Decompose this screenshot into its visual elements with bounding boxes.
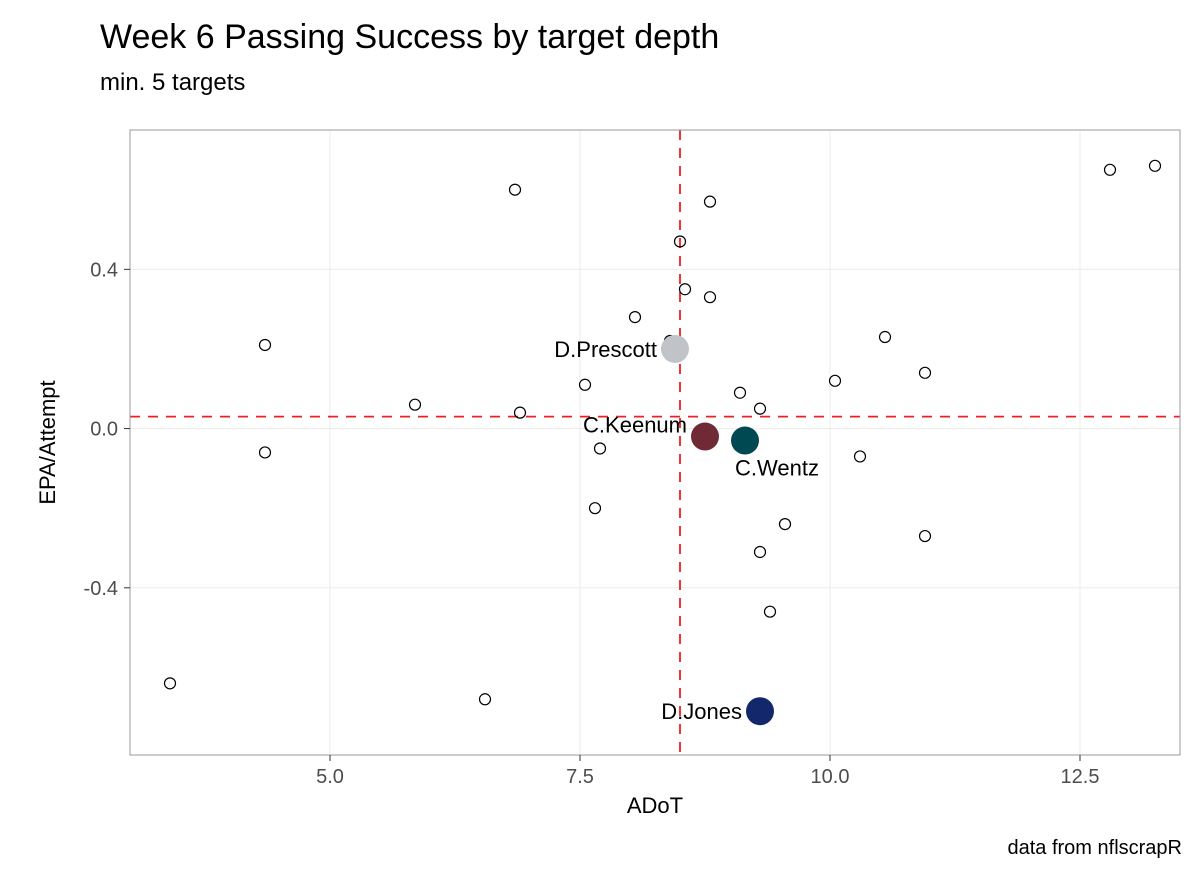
chart-subtitle: min. 5 targets: [100, 69, 245, 96]
chart-container: { "chart": { "type": "scatter", "width":…: [0, 0, 1200, 872]
x-tick-label: 7.5: [566, 766, 594, 788]
plot-panel: D.Prescott C.Keenum C.Wentz D.Jones: [130, 130, 1180, 755]
y-tick-label: 0.4: [90, 259, 118, 281]
x-axis-label: ADoT: [627, 793, 683, 818]
point-label: D.Prescott: [554, 337, 657, 362]
x-tick-label: 5.0: [316, 766, 344, 788]
point-label: D.Jones: [661, 699, 742, 724]
highlight-point: [661, 335, 689, 363]
highlight-point: [746, 697, 774, 725]
highlight-point: [691, 423, 719, 451]
scatter-plot: Week 6 Passing Success by target depth mi…: [0, 0, 1200, 872]
point-label: C.Wentz: [735, 456, 819, 481]
x-tick-label: 10.0: [811, 766, 850, 788]
point-label: C.Keenum: [583, 413, 687, 438]
x-tick-label: 12.5: [1061, 766, 1100, 788]
chart-caption: data from nflscrapR: [1007, 837, 1182, 859]
highlight-point: [731, 427, 759, 455]
y-tick-label: -0.4: [84, 578, 118, 600]
y-tick-label: 0.0: [90, 419, 118, 441]
y-axis-label: EPA/Attempt: [35, 380, 60, 504]
chart-title: Week 6 Passing Success by target depth: [100, 18, 719, 56]
